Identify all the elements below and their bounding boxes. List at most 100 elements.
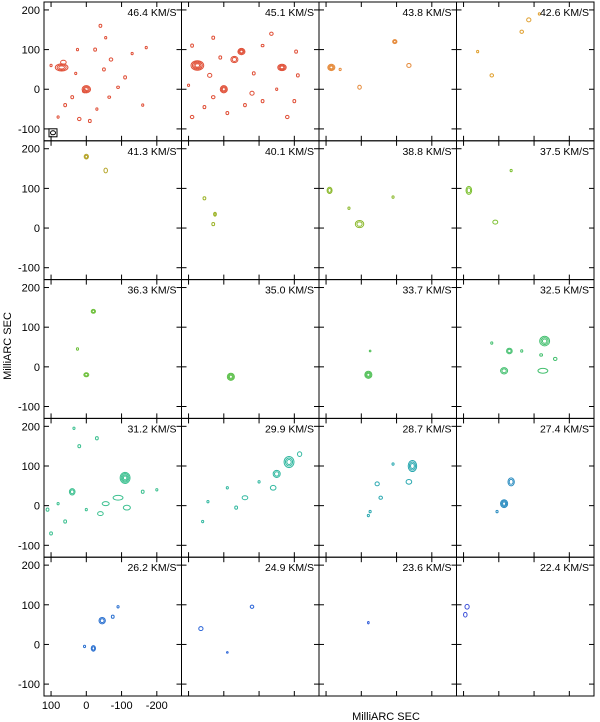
contour-level <box>119 471 131 484</box>
contour-level <box>251 71 256 76</box>
axes-layer: 200 100 0 -100 200 100 0 -100 200 100 0 -100 200 100 0… <box>18 5 168 712</box>
contour-level <box>463 611 468 618</box>
panel-frame <box>181 140 320 281</box>
velocity-label: 28.7 KM/S <box>402 423 451 435</box>
y-tick-label: -100 <box>18 263 40 275</box>
contour-level <box>501 368 507 374</box>
contour-level <box>77 116 82 122</box>
contour-level <box>519 29 524 34</box>
contour-level <box>56 115 60 119</box>
contour-level <box>84 373 89 377</box>
contour-level <box>202 105 207 110</box>
x-tick-label: -100 <box>111 700 133 712</box>
y-tick-label: 0 <box>34 639 40 651</box>
contour-level <box>540 337 549 346</box>
contour-level <box>84 154 89 159</box>
contour-level <box>509 168 513 173</box>
contour-level <box>123 75 127 80</box>
contour-level <box>366 372 371 377</box>
contour-level <box>77 444 82 449</box>
contour-level <box>189 114 195 120</box>
panel-frame <box>456 140 595 281</box>
panel-frame <box>318 417 457 558</box>
contour-level <box>110 614 115 619</box>
contour-level <box>210 95 216 100</box>
contour-level <box>277 63 287 72</box>
contour-level <box>356 221 363 227</box>
contour-level <box>292 99 297 104</box>
channel-panel: 24.9 KM/S <box>181 556 320 697</box>
contour-level <box>230 55 239 64</box>
contour-level <box>101 501 110 507</box>
velocity-label: 35.0 KM/S <box>265 285 314 297</box>
channel-panel: 31.2 KM/S <box>43 417 182 558</box>
contour-level <box>98 616 106 625</box>
contour-level <box>60 59 67 65</box>
contour-level <box>507 477 515 487</box>
velocity-label: 41.3 KM/S <box>127 146 176 158</box>
contour-level <box>69 489 75 495</box>
contour-level <box>191 61 203 70</box>
panel-frame <box>43 279 182 419</box>
channel-panel: 33.7 KM/S <box>318 279 457 419</box>
contour-level <box>213 211 217 217</box>
contour-level <box>75 47 80 52</box>
contour-level <box>99 618 105 624</box>
contour-level <box>213 212 217 216</box>
contour-level <box>347 206 351 210</box>
contour-level <box>269 484 277 491</box>
velocity-label: 24.9 KM/S <box>265 562 314 574</box>
contour-level <box>63 519 68 524</box>
channel-panel: 42.6 KM/S <box>456 1 595 142</box>
velocity-label: 36.3 KM/S <box>127 285 176 297</box>
contour-level <box>275 87 279 91</box>
contour-level <box>104 36 108 40</box>
contour-level <box>552 356 558 362</box>
y-tick-label: -100 <box>18 124 40 136</box>
contour-level <box>186 83 191 87</box>
channel-panel: 45.1 KM/S <box>181 1 320 142</box>
contour-level <box>95 107 99 111</box>
contour-level <box>91 309 96 314</box>
beam-ellipse <box>50 130 56 136</box>
contour-level <box>108 57 114 62</box>
contour-level <box>103 167 108 174</box>
contour-level <box>193 62 202 69</box>
contour-level <box>489 73 495 78</box>
y-tick-label: 0 <box>34 501 40 513</box>
contour-level <box>63 103 68 108</box>
panel-frame <box>43 417 182 558</box>
channel-panel: 22.4 KM/S <box>456 556 595 697</box>
contour-level <box>121 474 129 482</box>
velocity-label: 26.2 KM/S <box>127 562 176 574</box>
y-tick-label: 100 <box>22 183 40 195</box>
panel-frame <box>318 279 457 419</box>
contour-level <box>365 371 372 378</box>
contour-level <box>84 507 88 512</box>
contour-level <box>225 110 230 116</box>
velocity-label: 29.9 KM/S <box>265 423 314 435</box>
contour-level <box>207 72 213 78</box>
velocity-label: 27.4 KM/S <box>540 423 589 435</box>
contour-level <box>260 43 265 48</box>
y-tick-label: 100 <box>22 600 40 612</box>
contour-level <box>408 461 416 471</box>
contour-level <box>378 495 383 500</box>
panel-frame <box>456 279 595 419</box>
contour-level <box>274 471 280 477</box>
contour-level <box>237 47 246 56</box>
contour-level <box>257 480 261 484</box>
contour-level <box>116 605 120 609</box>
y-tick-label: -100 <box>18 679 40 691</box>
contour-level <box>45 507 50 512</box>
contour-level <box>194 63 201 68</box>
contour-level <box>201 519 205 524</box>
channel-panel: 23.6 KM/S <box>318 556 457 697</box>
y-tick-label: 0 <box>34 223 40 235</box>
contour-level <box>58 65 65 70</box>
contour-level <box>406 62 412 68</box>
panel-frame <box>181 1 320 142</box>
contour-level <box>220 86 227 93</box>
contour-level <box>228 374 233 379</box>
channel-panel: 27.4 KM/S <box>456 417 595 558</box>
